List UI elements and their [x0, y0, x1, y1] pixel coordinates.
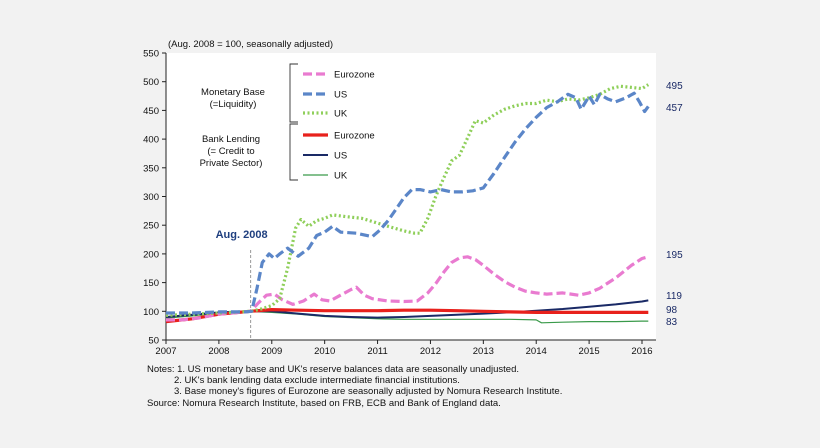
series-line-us_mb [166, 91, 650, 315]
y-tick-label: 500 [143, 77, 159, 88]
series-line-eurozone_bl [165, 308, 649, 324]
legend-group-label-monetary-base: (=Liquidity) [210, 99, 257, 110]
legend-bracket-bank-lending [289, 123, 298, 181]
note-3: 3. Base money's figures of Eurozone are … [174, 386, 563, 398]
y-tick-label: 200 [143, 249, 159, 260]
y-tick-label: 400 [143, 135, 159, 146]
legend-label-us_bl: US [334, 151, 347, 162]
series-line-eurozone_mb [166, 255, 649, 322]
y-tick-label: 250 [143, 221, 159, 232]
x-tick-label: 2014 [526, 346, 547, 357]
legend-group-label-bank-lending: Bank Lending [202, 134, 260, 145]
legend-group-label-bank-lending: Private Sector) [200, 158, 263, 169]
legend-label-uk_mb: UK [334, 109, 348, 120]
series-line-uk_mb [165, 83, 650, 317]
end-label-us_bl: 119 [666, 291, 682, 302]
end-label-us_mb: 457 [666, 103, 683, 114]
y-tick-label: 550 [143, 49, 159, 60]
y-tick-label: 150 [143, 278, 159, 289]
x-tick-label: 2011 [367, 346, 387, 357]
end-label-eurozone_mb: 195 [666, 250, 683, 261]
legend-group-label-bank-lending: (= Credit to [207, 146, 254, 157]
legend-label-us_mb: US [334, 90, 347, 101]
end-label-uk_mb: 495 [666, 81, 683, 92]
x-tick-label: 2013 [473, 346, 494, 357]
aug-2008-marker-label: Aug. 2008 [216, 229, 268, 241]
chart-notes: Notes: 1. US monetary base and UK's rese… [147, 364, 562, 409]
legend-label-eurozone_bl: Eurozone [334, 131, 375, 142]
y-tick-label: 450 [143, 106, 159, 117]
x-tick-label: 2008 [208, 346, 229, 357]
x-tick-label: 2010 [314, 346, 335, 357]
y-tick-label: 100 [143, 307, 159, 318]
x-tick-label: 2007 [155, 346, 176, 357]
legend-group-label-monetary-base: Monetary Base [201, 87, 265, 98]
end-label-eurozone_bl: 98 [666, 305, 678, 316]
note-1: Notes: 1. US monetary base and UK's rese… [147, 364, 519, 375]
y-tick-label: 350 [143, 163, 159, 174]
legend-label-eurozone_mb: Eurozone [334, 70, 375, 81]
y-tick-label: 300 [143, 192, 159, 203]
x-tick-label: 2016 [631, 346, 652, 357]
legend-bracket-monetary-base [289, 63, 298, 123]
note-2: 2. UK's bank lending data exclude interm… [174, 375, 460, 387]
chart-subtitle: (Aug. 2008 = 100, seasonally adjusted) [168, 39, 333, 50]
y-tick-label: 50 [148, 336, 159, 347]
end-label-uk_bl: 83 [666, 317, 678, 328]
source-note: Source: Nomura Research Institute, based… [147, 397, 501, 409]
legend-label-uk_bl: UK [334, 171, 348, 182]
x-tick-label: 2009 [261, 346, 282, 357]
x-tick-label: 2015 [579, 346, 600, 357]
x-tick-label: 2012 [420, 346, 441, 357]
